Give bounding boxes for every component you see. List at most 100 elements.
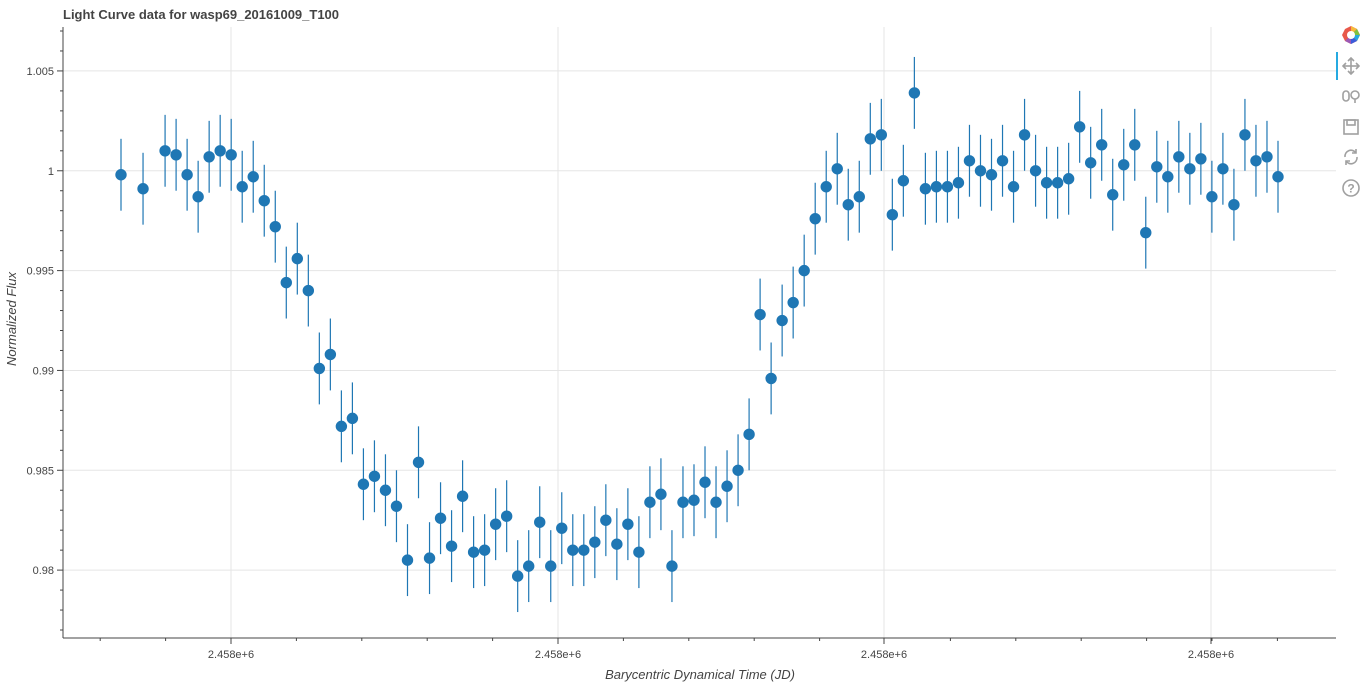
data-point — [952, 177, 965, 189]
data-point — [875, 129, 888, 141]
data-point — [368, 470, 381, 482]
data-point — [181, 169, 193, 181]
active-tool-indicator — [1336, 52, 1338, 80]
wheel-zoom-icon[interactable] — [1340, 85, 1362, 107]
plot-frame — [62, 27, 1336, 639]
data-point — [302, 284, 315, 297]
data-point — [346, 412, 359, 425]
x-axis-label: Barycentric Dynamical Time (JD) — [605, 667, 795, 682]
data-point — [280, 276, 292, 289]
data-point — [291, 252, 304, 265]
data-point — [390, 500, 403, 512]
data-point — [1095, 139, 1108, 151]
data-point — [203, 151, 215, 163]
pan-icon[interactable] — [1340, 55, 1362, 77]
data-point — [1007, 181, 1020, 193]
data-point — [930, 181, 943, 193]
data-point — [743, 428, 755, 441]
x-tick-label: 2.458e+6 — [208, 649, 254, 661]
data-point — [996, 155, 1009, 167]
data-point — [137, 183, 149, 195]
data-point — [1040, 177, 1053, 189]
data-point — [214, 145, 226, 157]
data-point — [489, 518, 502, 530]
data-point — [269, 220, 281, 233]
data-point — [1062, 173, 1075, 185]
data-point — [247, 171, 259, 183]
data-point — [170, 149, 182, 161]
data-point — [732, 464, 744, 476]
data-point — [919, 183, 932, 195]
y-tick-label: 0.995 — [26, 266, 54, 278]
y-tick-label: 0.98 — [33, 565, 54, 577]
y-axis: 0.98 0.985 0.99 0.995 1 1.005 — [26, 30, 63, 631]
data-point — [1162, 171, 1174, 183]
data-point — [357, 478, 370, 490]
data-point — [864, 133, 876, 145]
data-point — [1239, 129, 1251, 141]
data-point — [578, 544, 590, 556]
grid — [63, 27, 1336, 638]
data-point — [1206, 191, 1218, 203]
data-point — [765, 372, 777, 385]
data-point — [699, 476, 711, 488]
reset-icon[interactable] — [1340, 146, 1362, 168]
data-point — [545, 560, 557, 572]
data-point — [941, 181, 954, 193]
data-point — [1184, 163, 1196, 175]
data-point — [688, 494, 700, 506]
data-point — [886, 208, 899, 221]
save-icon[interactable] — [1340, 116, 1362, 138]
data-point — [1084, 157, 1097, 169]
data-point — [1228, 199, 1240, 211]
data-point — [500, 510, 513, 522]
data-point — [666, 560, 678, 572]
data-point — [798, 264, 810, 277]
data-point — [787, 296, 799, 309]
data-point — [754, 308, 766, 321]
data-point — [1195, 153, 1207, 165]
data-point — [633, 546, 645, 558]
data-point — [622, 518, 634, 530]
y-axis-label: Normalized Flux — [4, 272, 19, 366]
data-point — [534, 516, 546, 528]
data-point — [1140, 226, 1152, 239]
data-point — [556, 522, 568, 534]
data-point — [1018, 129, 1031, 141]
data-point — [401, 554, 414, 566]
data-point — [644, 496, 656, 508]
data-point — [776, 314, 788, 327]
data-point — [258, 195, 270, 207]
data-point — [467, 546, 480, 558]
data-marks — [115, 56, 1284, 613]
data-point — [456, 490, 469, 502]
data-point — [115, 169, 127, 181]
data-point — [721, 480, 733, 492]
data-point — [809, 212, 821, 225]
data-point — [511, 570, 524, 582]
data-point — [611, 538, 623, 550]
data-point — [853, 191, 865, 203]
data-point — [710, 496, 722, 508]
y-tick-label: 0.985 — [26, 465, 54, 477]
data-point — [1029, 165, 1042, 177]
help-icon[interactable]: ? — [1340, 177, 1362, 199]
data-point — [589, 536, 601, 548]
x-tick-label: 2.458e+6 — [1188, 649, 1234, 661]
data-point — [324, 348, 337, 361]
data-point — [159, 145, 171, 157]
data-point — [908, 87, 921, 99]
y-tick-label: 1.005 — [26, 66, 54, 78]
x-tick-label: 2.458e+6 — [861, 649, 907, 661]
data-point — [434, 512, 447, 524]
data-point — [963, 155, 976, 167]
data-point — [842, 199, 854, 211]
data-point — [1051, 177, 1064, 189]
data-point — [1107, 189, 1119, 201]
bokeh-logo-icon[interactable] — [1340, 24, 1362, 46]
x-tick-label: 2.458e+6 — [535, 649, 581, 661]
data-point — [412, 456, 425, 468]
svg-text:?: ? — [1347, 182, 1354, 196]
data-point — [897, 175, 910, 187]
